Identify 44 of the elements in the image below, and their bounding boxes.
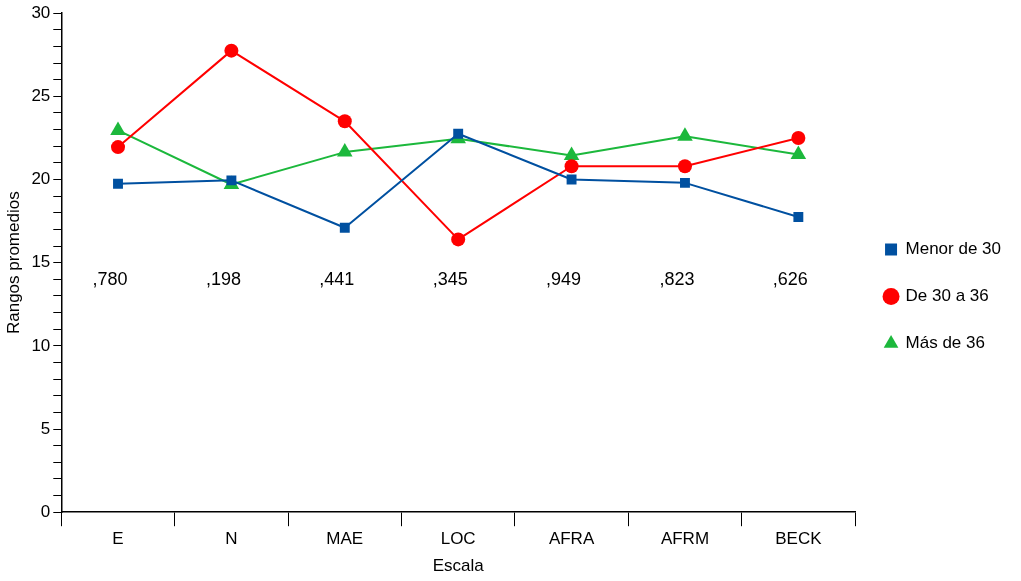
annotation: ,626 bbox=[772, 269, 808, 290]
point bbox=[224, 43, 239, 58]
x-axis-title: Escala bbox=[432, 556, 485, 576]
point bbox=[677, 127, 693, 141]
y-tick-label: 0 bbox=[40, 501, 51, 521]
point bbox=[680, 177, 690, 188]
y-tick-label: 25 bbox=[31, 86, 51, 106]
annotation: ,198 bbox=[205, 269, 241, 290]
legend-label: De 30 a 36 bbox=[905, 286, 989, 306]
point bbox=[563, 146, 580, 160]
y-tick-label: 20 bbox=[31, 169, 51, 189]
point bbox=[113, 178, 123, 189]
annotation: ,780 bbox=[92, 269, 128, 290]
annotation: ,441 bbox=[319, 269, 355, 290]
point bbox=[564, 159, 579, 174]
y-tick-label: 15 bbox=[31, 252, 51, 272]
point bbox=[337, 114, 352, 129]
point bbox=[339, 222, 350, 233]
x-tick-label: AFRA bbox=[548, 529, 595, 549]
point bbox=[793, 212, 804, 222]
x-tick-label: LOC bbox=[440, 529, 476, 549]
legend-label: Más de 36 bbox=[905, 333, 985, 353]
annotation: ,823 bbox=[659, 269, 695, 290]
point bbox=[451, 232, 466, 247]
y-tick-label: 30 bbox=[31, 2, 51, 22]
point bbox=[110, 121, 126, 135]
legend-label: Menor de 30 bbox=[905, 239, 1001, 259]
point bbox=[790, 145, 807, 160]
point bbox=[791, 130, 806, 145]
y-tick-label: 10 bbox=[31, 335, 51, 355]
point bbox=[336, 143, 353, 157]
point bbox=[111, 140, 126, 155]
x-tick-label: AFRM bbox=[660, 529, 710, 549]
y-tick-label: 5 bbox=[40, 418, 51, 438]
x-tick-label: BECK bbox=[775, 529, 823, 549]
point bbox=[566, 174, 577, 185]
point bbox=[677, 159, 692, 174]
point bbox=[453, 128, 464, 139]
annotation: ,345 bbox=[432, 269, 468, 290]
x-tick-label: MAE bbox=[326, 529, 364, 549]
x-tick-label: E bbox=[112, 529, 124, 549]
y-axis-title: Rangos promedios bbox=[3, 191, 23, 335]
x-tick-label: N bbox=[225, 529, 238, 549]
annotation: ,949 bbox=[546, 269, 582, 290]
